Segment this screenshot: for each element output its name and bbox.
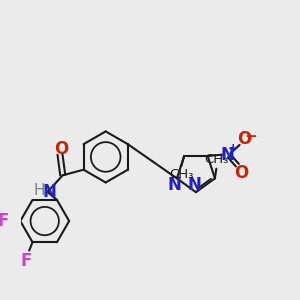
Text: N: N — [168, 176, 182, 194]
Text: −: − — [244, 129, 257, 144]
Text: O: O — [234, 164, 248, 182]
Text: O: O — [237, 130, 251, 148]
Text: CH₃: CH₃ — [169, 168, 194, 182]
Text: N: N — [42, 183, 56, 201]
Text: N: N — [220, 146, 234, 164]
Text: F: F — [21, 252, 32, 270]
Text: CH₃: CH₃ — [204, 153, 229, 166]
Text: H: H — [34, 183, 46, 198]
Text: N: N — [188, 176, 202, 194]
Text: F: F — [0, 212, 9, 230]
Text: O: O — [54, 140, 68, 158]
Text: +: + — [228, 142, 238, 155]
